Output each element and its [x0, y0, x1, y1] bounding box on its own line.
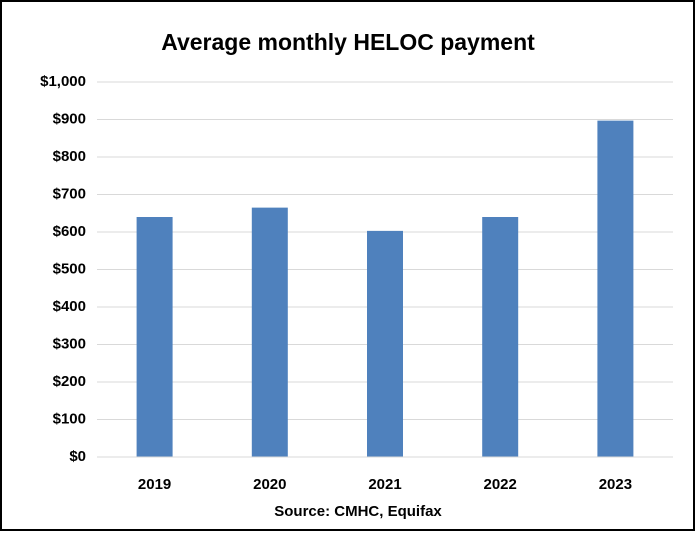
y-tick-label: $800 — [53, 148, 86, 165]
x-tick-label: 2022 — [484, 476, 517, 493]
x-tick-label: 2019 — [138, 476, 171, 493]
y-tick-label: $600 — [53, 223, 86, 240]
y-tick-label: $900 — [53, 110, 86, 127]
y-tick-label: $1,000 — [40, 73, 86, 90]
x-tick-label: 2020 — [253, 476, 286, 493]
y-tick-label: $100 — [53, 410, 86, 427]
bar — [136, 217, 173, 457]
chart-title: Average monthly HELOC payment — [161, 29, 535, 55]
y-tick-label: $500 — [53, 260, 86, 277]
y-tick-label: $400 — [53, 298, 86, 315]
y-tick-label: $200 — [53, 373, 86, 390]
bar — [367, 230, 403, 457]
bar — [597, 120, 634, 457]
x-tick-label: 2023 — [599, 476, 632, 493]
bar — [251, 207, 288, 457]
y-tick-label: $0 — [69, 448, 86, 465]
source-note: Source: CMHC, Equifax — [274, 503, 442, 520]
y-tick-label: $300 — [53, 335, 86, 352]
bar — [482, 217, 519, 457]
y-tick-label: $700 — [53, 185, 86, 202]
x-tick-label: 2021 — [368, 476, 401, 493]
